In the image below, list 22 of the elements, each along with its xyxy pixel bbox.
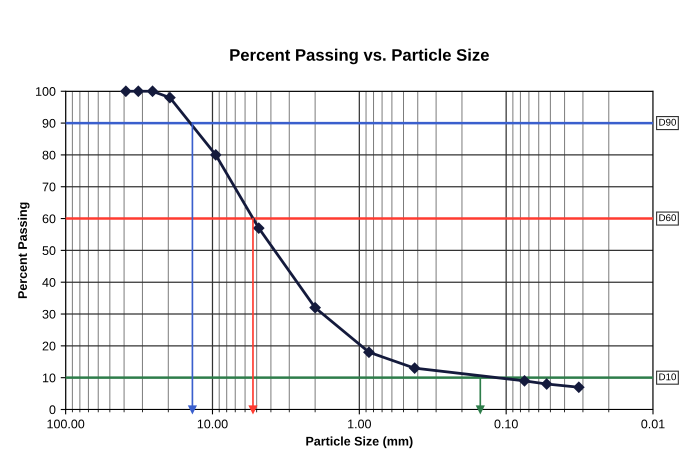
y-axis-title: Percent Passing — [18, 202, 30, 298]
y-tick-label: 40 — [42, 278, 56, 287]
y-tick-label: 90 — [42, 118, 56, 128]
y-tick-label: 0 — [49, 405, 56, 414]
y-tick-label: 10 — [42, 373, 56, 382]
y-tick-label: 30 — [42, 310, 56, 319]
x-tick-label: 1.00 — [348, 420, 371, 428]
y-tick-label: 50 — [42, 246, 56, 256]
ref-line-label: D10 — [659, 373, 676, 380]
y-tick-label: 80 — [42, 150, 56, 160]
x-tick-label: 100.00 — [47, 420, 84, 428]
y-tick-label: 60 — [42, 214, 56, 224]
y-tick-label: 70 — [42, 182, 56, 192]
ref-line-label: D60 — [659, 214, 676, 222]
x-tick-label: 0.10 — [494, 420, 518, 428]
x-tick-label: 10.00 — [198, 420, 228, 428]
y-tick-label: 20 — [42, 342, 56, 351]
y-tick-label: 100 — [36, 87, 56, 96]
chart-title: Percent Passing vs. Particle Size — [230, 48, 489, 64]
x-axis-title: Particle Size (mm) — [306, 436, 413, 448]
ref-line-label: D90 — [659, 118, 676, 126]
x-tick-label: 0.01 — [641, 420, 665, 428]
